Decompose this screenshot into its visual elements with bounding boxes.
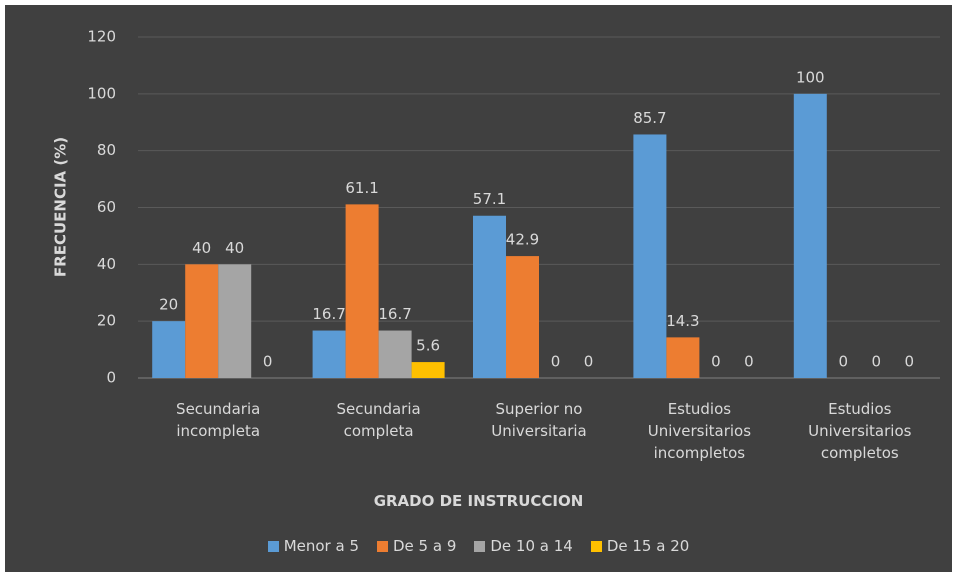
- x-tick-label: Estudios Universitarios incompletos: [647, 400, 752, 462]
- bar: [506, 256, 539, 378]
- bar: [473, 215, 506, 378]
- bar: [218, 264, 252, 378]
- data-label: 0: [744, 353, 754, 371]
- data-label: 40: [192, 239, 211, 257]
- legend-item: De 5 a 9: [377, 537, 456, 555]
- y-tick-label: 20: [97, 312, 116, 330]
- data-label: 0: [905, 353, 915, 371]
- bar: [411, 362, 445, 378]
- legend-item: De 10 a 14: [474, 537, 573, 555]
- bar: [793, 93, 827, 378]
- x-tick-label: Estudios Universitarios completos: [808, 400, 912, 462]
- y-tick-label: 120: [87, 28, 116, 46]
- bar: [152, 321, 186, 378]
- data-label: 5.6: [416, 337, 440, 355]
- data-label: 0: [711, 353, 721, 371]
- legend-label: De 15 a 20: [606, 537, 690, 555]
- bar: [312, 330, 346, 378]
- chart-frame: FRECUENCIA (%) 0 20 40 60 80 100 120 20 40 40 0 16.…: [5, 5, 952, 572]
- bar: [666, 337, 700, 378]
- data-label: 20: [159, 296, 178, 314]
- data-label: 16.7: [378, 305, 411, 323]
- y-tick-label: 40: [97, 255, 116, 273]
- x-axis-title: GRADO DE INSTRUCCION: [373, 492, 584, 510]
- bar: [345, 204, 379, 378]
- legend-label: De 5 a 9: [393, 537, 457, 555]
- data-label: 100: [796, 68, 825, 86]
- x-tick-label: Secundaria completa: [336, 400, 421, 440]
- data-label: 0: [839, 353, 849, 371]
- legend-label: De 10 a 14: [490, 537, 573, 555]
- data-label: 61.1: [345, 179, 378, 197]
- bar: [633, 134, 667, 378]
- data-label: 57.1: [473, 190, 506, 208]
- data-label: 0: [872, 353, 882, 371]
- y-tick-label: 0: [106, 369, 116, 387]
- legend-item: Menor a 5: [267, 537, 359, 555]
- x-tick-label: Superior no Universitaria: [491, 400, 587, 440]
- legend-swatch: [474, 540, 486, 552]
- x-tick-label: Secundaria incompleta: [176, 400, 261, 440]
- y-tick-label: 60: [97, 198, 116, 216]
- data-label: 0: [584, 353, 594, 371]
- data-label: 16.7: [312, 305, 345, 323]
- legend: Menor a 5 De 5 a 9 De 10 a 14 De 15 a 20: [5, 537, 952, 555]
- y-tick-label: 100: [87, 84, 116, 102]
- legend-swatch: [590, 540, 602, 552]
- chart: FRECUENCIA (%) 0 20 40 60 80 100 120 20 40 40 0 16.…: [52, 28, 940, 387]
- data-label: 14.3: [666, 312, 699, 330]
- legend-swatch: [377, 540, 388, 552]
- y-axis-title: FRECUENCIA (%): [52, 137, 70, 277]
- data-label: 42.9: [506, 231, 539, 249]
- y-tick-label: 80: [97, 141, 116, 159]
- legend-swatch: [267, 540, 279, 552]
- data-label: 85.7: [633, 109, 666, 127]
- legend-item: De 15 a 20: [590, 537, 690, 555]
- bar: [185, 264, 219, 378]
- data-label: 0: [263, 353, 273, 371]
- legend-label: Menor a 5: [283, 537, 359, 555]
- data-label: 0: [551, 353, 561, 371]
- bar: [378, 330, 412, 378]
- data-label: 40: [225, 239, 244, 257]
